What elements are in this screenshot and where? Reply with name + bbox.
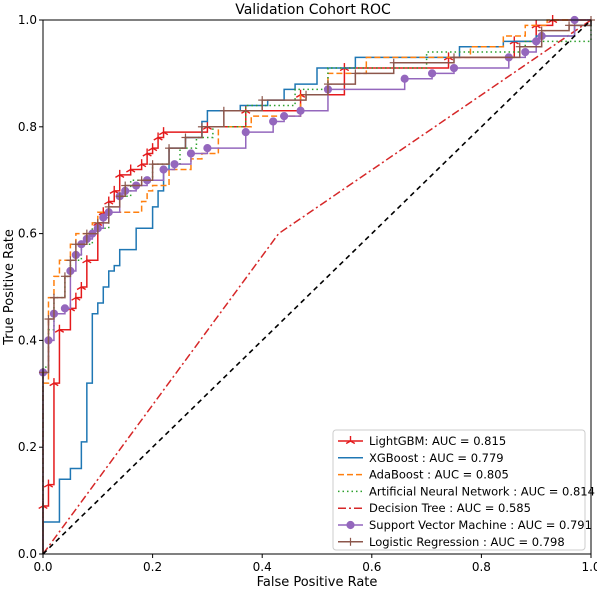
y-tick-label: 0.8 — [18, 120, 37, 134]
legend-entry: LightGBM: AUC = 0.815 — [369, 434, 506, 448]
plot-frame — [42, 19, 592, 555]
x-axis-label: False Positive Rate — [257, 575, 378, 590]
series-7 — [42, 19, 592, 555]
legend-entry: Support Vector Machine : AUC = 0.791 — [369, 518, 592, 532]
x-tick-label: 1.0 — [581, 560, 597, 574]
circle-marker — [400, 74, 409, 83]
legend-entry: AdaBoost : AUC = 0.805 — [369, 468, 509, 482]
tri-marker — [48, 483, 54, 488]
circle-marker — [532, 37, 541, 46]
tri-marker — [115, 174, 121, 178]
series-line — [42, 19, 592, 555]
tri-marker — [126, 168, 132, 173]
tri-marker — [43, 483, 49, 488]
circle-marker — [241, 128, 250, 137]
tri-marker — [49, 382, 55, 387]
tri-marker — [86, 259, 92, 264]
tri-marker — [158, 131, 164, 136]
x-tick-label: 0.2 — [143, 560, 162, 574]
circle-marker — [186, 149, 196, 158]
chart-title: Validation Cohort ROC — [235, 2, 391, 18]
circle-marker — [60, 304, 70, 313]
y-axis-ticks: 0.0 0.2 0.4 0.6 0.8 1.0 — [18, 13, 43, 561]
tri-marker — [146, 152, 152, 157]
y-tick-label: 0.0 — [18, 547, 37, 561]
circle-marker — [427, 69, 437, 78]
tri-marker — [59, 329, 65, 333]
circle-marker — [170, 160, 179, 169]
circle-marker — [449, 63, 459, 73]
tri-marker — [153, 136, 159, 141]
series-line — [42, 19, 592, 555]
series-4 — [42, 19, 592, 555]
tri-marker — [141, 163, 147, 168]
tri-marker — [130, 168, 136, 173]
tri-marker — [119, 174, 125, 178]
tri-marker — [345, 440, 351, 445]
y-tick-label: 0.4 — [18, 333, 37, 347]
tri-marker — [53, 382, 59, 387]
tri-marker — [109, 190, 115, 194]
tri-marker — [54, 329, 60, 333]
tri-marker — [163, 131, 169, 136]
x-tick-label: 0.0 — [33, 560, 52, 574]
tri-marker — [147, 147, 153, 152]
tri-marker — [157, 136, 163, 141]
tri-marker — [76, 286, 82, 291]
circle-marker — [203, 144, 212, 153]
series-6 — [39, 16, 595, 554]
x-axis-ticks: 0.0 0.2 0.4 0.6 0.8 1.0 — [33, 554, 597, 574]
x-tick-label: 0.8 — [472, 560, 491, 574]
legend: LightGBM: AUC = 0.815 XGBoost : AUC = 0.7… — [332, 429, 595, 551]
circle-marker — [346, 520, 355, 530]
tri-marker — [142, 152, 148, 157]
y-tick-label: 0.6 — [18, 227, 37, 241]
tri-marker — [350, 440, 356, 445]
tri-marker — [108, 200, 114, 205]
tri-marker — [104, 200, 110, 205]
circle-marker — [280, 112, 289, 121]
tri-marker — [81, 286, 87, 291]
circle-marker — [296, 106, 305, 115]
y-tick-label: 0.2 — [18, 440, 37, 454]
y-axis-label: True Positive Rate — [2, 229, 17, 346]
legend-entry: Logistic Regression : AUC = 0.798 — [369, 535, 565, 549]
circle-marker — [99, 213, 108, 222]
plot-lines — [38, 15, 595, 555]
legend-entry: Artificial Neural Network : AUC = 0.814 — [369, 484, 595, 498]
tri-marker — [71, 297, 77, 301]
tri-marker — [152, 147, 158, 152]
tri-marker — [136, 163, 142, 168]
circle-marker — [159, 165, 168, 174]
tri-marker — [75, 297, 81, 301]
legend-entry: Decision Tree : AUC = 0.585 — [369, 501, 531, 515]
circle-marker — [269, 117, 278, 126]
legend-box — [332, 429, 586, 551]
legend-entry: XGBoost : AUC = 0.779 — [369, 451, 504, 465]
circle-marker — [521, 47, 530, 57]
y-tick-label: 1.0 — [18, 13, 37, 27]
x-tick-label: 0.6 — [362, 560, 381, 574]
x-tick-label: 0.4 — [253, 560, 272, 574]
tri-marker — [82, 259, 88, 264]
